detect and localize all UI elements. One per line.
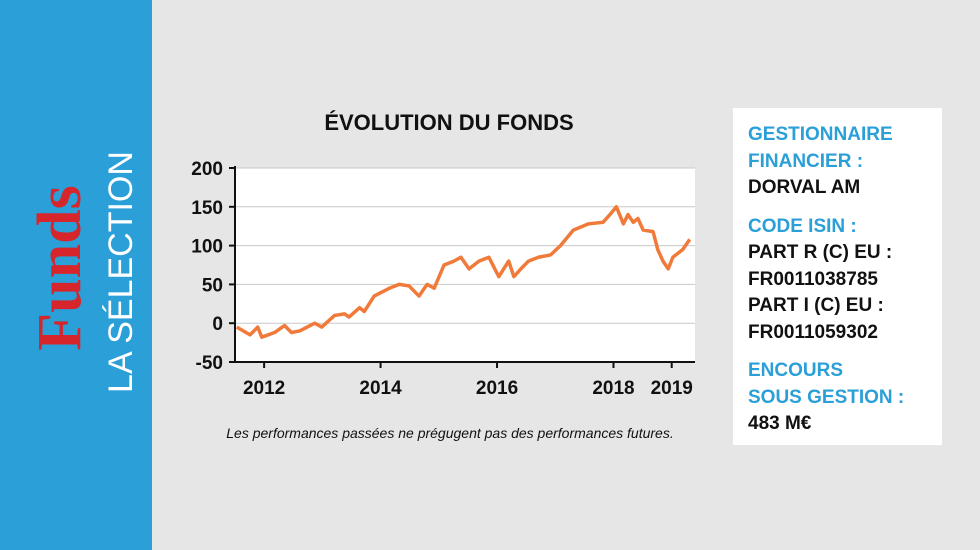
line-series <box>235 205 692 339</box>
x-tick-label: 2016 <box>476 378 518 399</box>
info-heading: GESTIONNAIRE <box>748 124 893 145</box>
info-text: DORVAL AM <box>748 177 861 198</box>
y-tick-label: 50 <box>202 275 223 296</box>
info-panel: GESTIONNAIRE FINANCIER : DORVAL AM CODE ISI… <box>733 108 942 445</box>
x-tick-label: 2014 <box>359 378 402 399</box>
info-heading: ENCOURS <box>748 360 844 381</box>
info-section: ENCOURS SOUS GESTION : 483 M€ <box>748 358 942 438</box>
subtitle: LA SÉLECTION <box>102 151 140 393</box>
y-tick-label: 0 <box>212 314 223 335</box>
chart-title: ÉVOLUTION DU FONDS <box>324 110 573 135</box>
x-tick-label: 2018 <box>592 378 634 399</box>
info-section: CODE ISIN : PART R (C) EU : FR0011038785 PA… <box>748 214 942 347</box>
info-text: PART R (C) EU : <box>748 242 893 263</box>
info-section: GESTIONNAIRE FINANCIER : DORVAL AM <box>748 122 942 202</box>
info-text: FR0011059302 <box>748 321 878 343</box>
y-tick-label: 100 <box>191 237 223 258</box>
y-tick-label: -50 <box>196 353 223 374</box>
info-heading: FINANCIER : <box>748 150 864 172</box>
info-heading: CODE ISIN : <box>748 215 857 237</box>
footnote: Les performances passées ne prégugent pa… <box>226 425 673 441</box>
info-heading: SOUS GESTION : <box>748 386 905 408</box>
info-text: PART I (C) EU : <box>748 295 884 316</box>
info-text: 483 M€ <box>748 413 812 434</box>
y-tick-label: 150 <box>191 198 223 219</box>
x-tick-label: 2012 <box>243 378 285 399</box>
x-tick-label: 2019 <box>651 378 693 399</box>
y-tick-label: 200 <box>191 159 223 180</box>
sidebar <box>0 0 152 550</box>
info-text: FR0011038785 <box>748 268 878 290</box>
brand: Funds <box>26 185 94 350</box>
